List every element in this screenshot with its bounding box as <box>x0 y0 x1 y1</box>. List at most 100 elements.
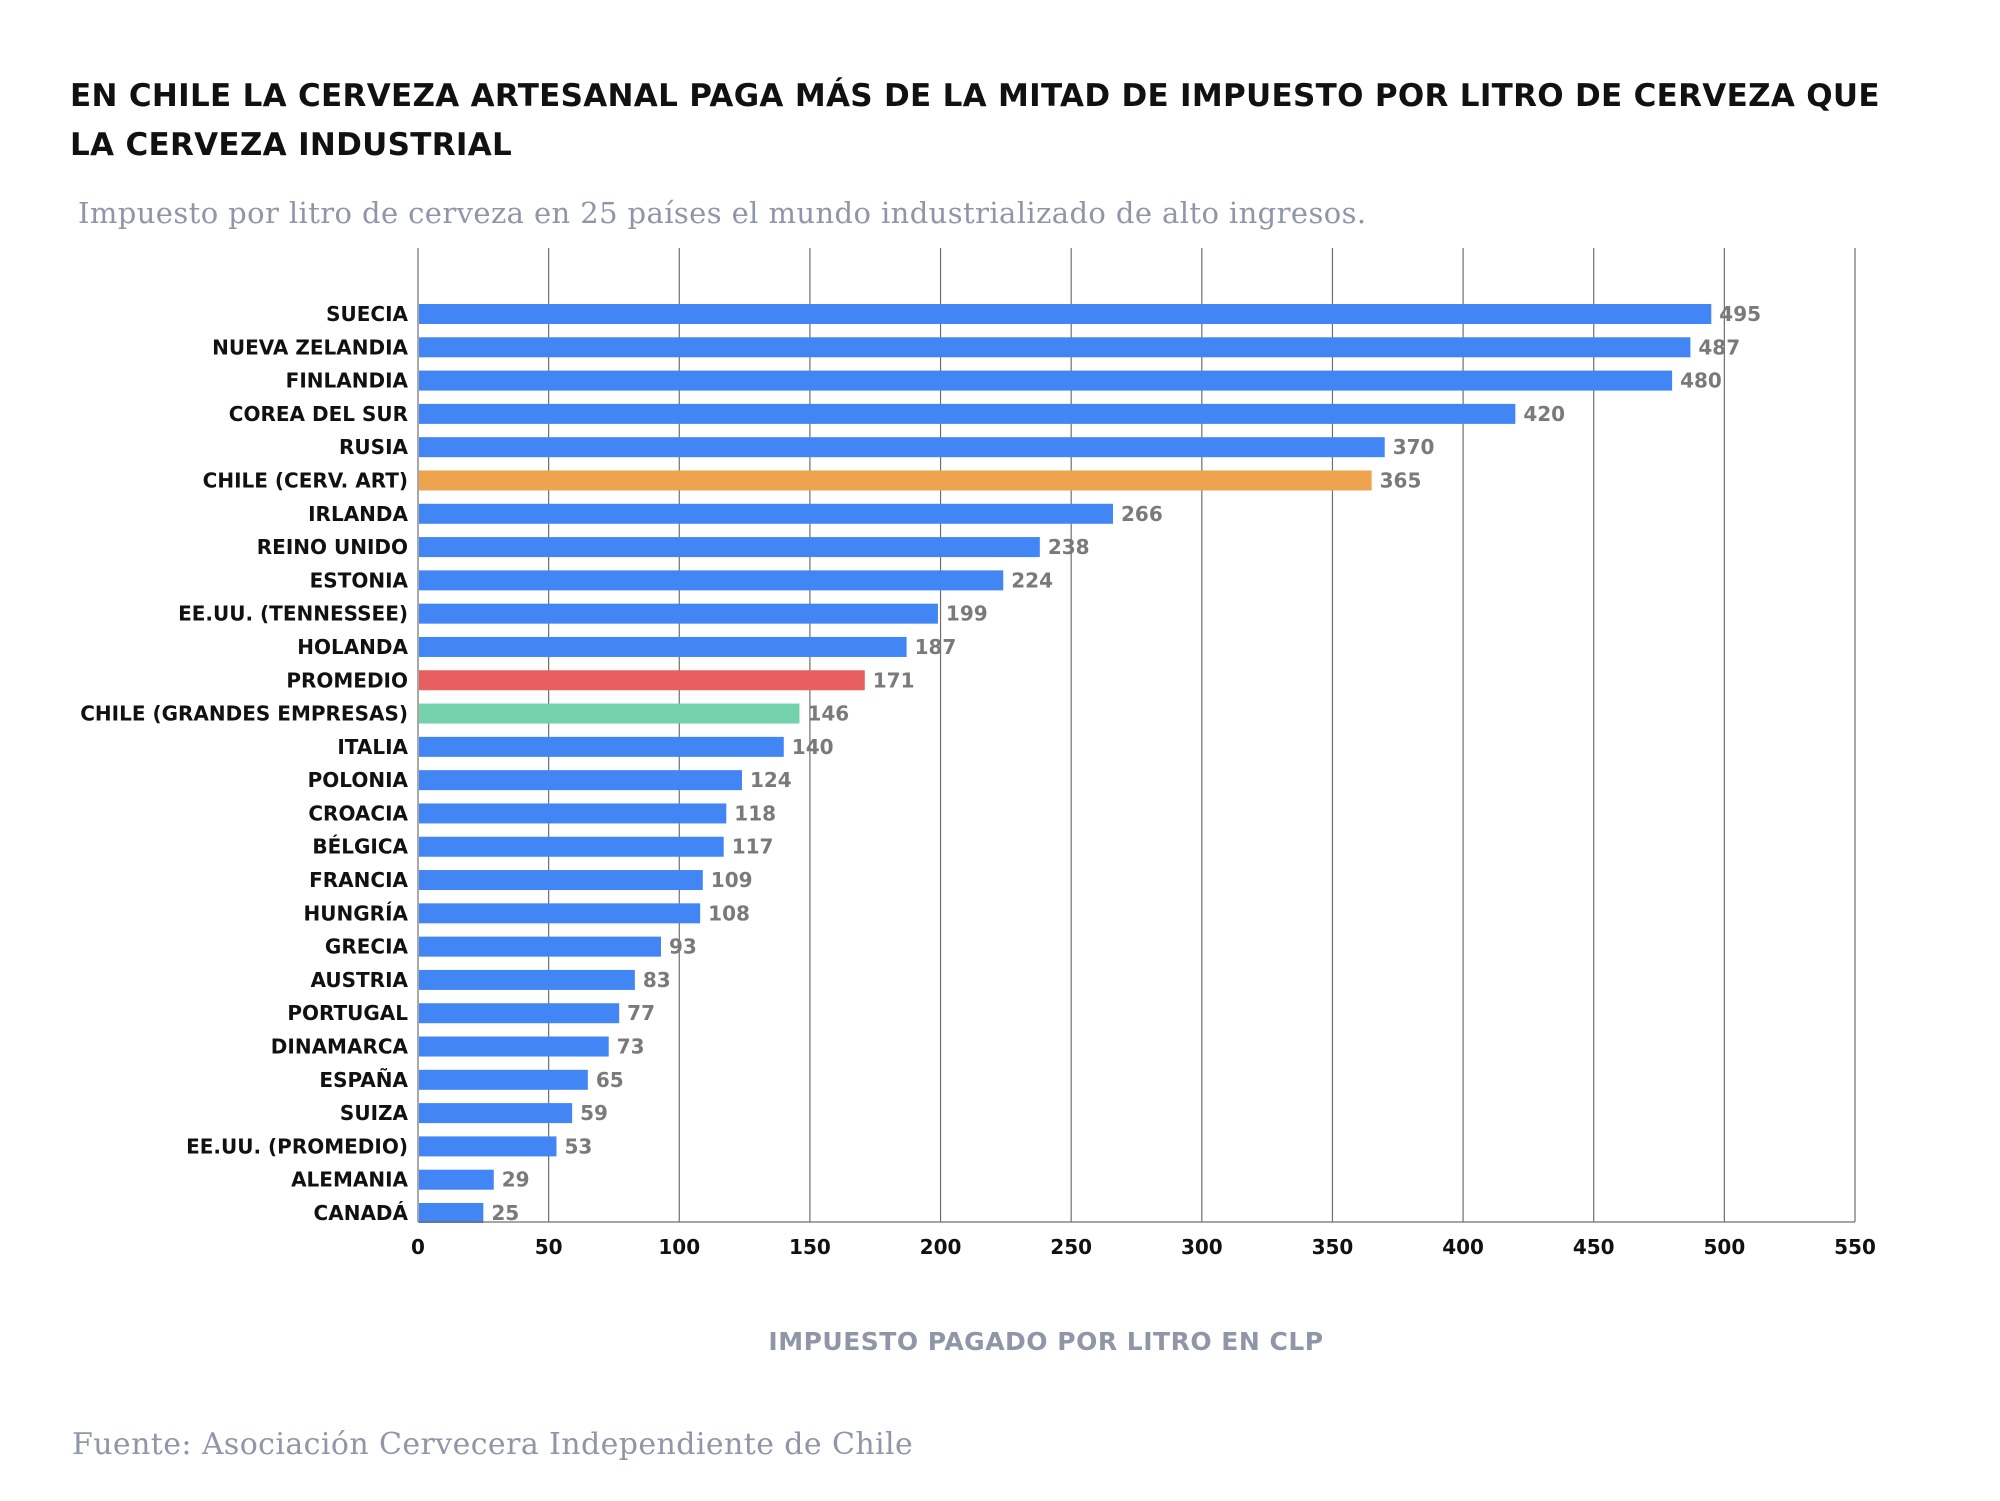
value-label: 171 <box>873 668 915 692</box>
category-label: CHILE (CERV. ART) <box>203 468 408 492</box>
category-label: CROACIA <box>308 801 408 825</box>
bar <box>419 1136 557 1157</box>
x-tick-label: 450 <box>1573 1235 1615 1259</box>
category-label: REINO UNIDO <box>257 535 408 559</box>
bar <box>419 903 701 924</box>
category-label: EE.UU. (PROMEDIO) <box>186 1134 408 1158</box>
bar <box>419 570 1004 591</box>
value-label: 140 <box>792 735 834 759</box>
bar <box>419 703 800 724</box>
bar <box>419 470 1372 491</box>
bar <box>419 969 635 990</box>
value-label: 118 <box>734 801 776 825</box>
category-label: EE.UU. (TENNESSEE) <box>178 602 408 626</box>
value-label: 83 <box>643 968 671 992</box>
bar <box>419 736 784 757</box>
value-label: 365 <box>1380 468 1422 492</box>
bar <box>419 337 1691 358</box>
bar <box>419 1203 484 1223</box>
value-label: 124 <box>750 768 792 792</box>
value-label: 487 <box>1698 335 1740 359</box>
bar <box>419 437 1385 458</box>
bar <box>419 670 865 691</box>
value-label: 117 <box>732 835 774 859</box>
bars <box>419 304 1712 1223</box>
bar <box>419 1003 620 1024</box>
value-label: 109 <box>711 868 753 892</box>
x-tick-label: 50 <box>535 1235 563 1259</box>
bar <box>419 870 703 891</box>
value-label: 495 <box>1719 302 1761 326</box>
category-label: FRANCIA <box>309 868 408 892</box>
chart-title: EN CHILE LA CERVEZA ARTESANAL PAGA MÁS D… <box>70 78 1880 163</box>
value-label: 480 <box>1680 369 1722 393</box>
chart-subtitle: Impuesto por litro de cerveza en 25 país… <box>78 196 1367 230</box>
bar <box>419 503 1113 524</box>
category-label: COREA DEL SUR <box>229 402 408 426</box>
category-label: CHILE (GRANDES EMPRESAS) <box>80 702 408 726</box>
bar <box>419 1069 588 1090</box>
value-label: 146 <box>807 702 849 726</box>
x-tick-label: 150 <box>789 1235 831 1259</box>
value-label: 65 <box>596 1068 624 1092</box>
category-label: IRLANDA <box>308 502 408 526</box>
category-label: RUSIA <box>339 435 408 459</box>
x-tick-label: 550 <box>1834 1235 1876 1259</box>
value-label: 29 <box>502 1168 530 1192</box>
bar <box>419 936 661 957</box>
bar <box>419 1103 573 1124</box>
bar <box>419 537 1040 558</box>
category-label: SUIZA <box>340 1101 409 1125</box>
category-label: POLONIA <box>308 768 409 792</box>
category-label: ITALIA <box>337 735 408 759</box>
value-label: 199 <box>946 602 988 626</box>
category-label: FINLANDIA <box>286 369 409 393</box>
value-label: 25 <box>491 1201 519 1225</box>
x-tick-label: 250 <box>1050 1235 1092 1259</box>
category-label: HOLANDA <box>297 635 408 659</box>
x-tick-label: 100 <box>658 1235 700 1259</box>
bar <box>419 370 1673 391</box>
bar <box>419 1169 494 1190</box>
value-label: 53 <box>564 1134 592 1158</box>
value-label: 224 <box>1011 568 1053 592</box>
category-label: PORTUGAL <box>287 1001 408 1025</box>
value-label: 420 <box>1523 402 1565 426</box>
bar <box>419 636 907 657</box>
category-label: CANADÁ <box>314 1201 409 1225</box>
category-label: GRECIA <box>325 935 409 959</box>
value-label: 77 <box>627 1001 655 1025</box>
value-label: 93 <box>669 935 697 959</box>
value-label: 238 <box>1048 535 1090 559</box>
x-axis-title: IMPUESTO PAGADO POR LITRO EN CLP <box>768 1327 1323 1356</box>
category-label: AUSTRIA <box>311 968 409 992</box>
grid-lines <box>548 248 1856 1222</box>
axes <box>417 248 1855 1223</box>
value-label: 266 <box>1121 502 1163 526</box>
value-label: 108 <box>708 901 750 925</box>
category-label: DINAMARCA <box>271 1035 409 1059</box>
category-label: SUECIA <box>326 302 408 326</box>
x-tick-label: 400 <box>1442 1235 1484 1259</box>
value-label: 73 <box>617 1035 645 1059</box>
x-tick-label: 300 <box>1181 1235 1223 1259</box>
x-tick-label: 200 <box>920 1235 962 1259</box>
bar <box>419 770 742 791</box>
x-tick-label: 0 <box>411 1235 425 1259</box>
value-label: 187 <box>915 635 957 659</box>
value-label: 59 <box>580 1101 608 1125</box>
category-label: NUEVA ZELANDIA <box>212 335 408 359</box>
category-label: ESTONIA <box>310 568 409 592</box>
category-label: ESPAÑA <box>319 1068 408 1092</box>
bar <box>419 603 938 624</box>
bar <box>419 836 724 857</box>
x-tick-label: 350 <box>1312 1235 1354 1259</box>
labels: 0 50 100 150 200 250 300 350 400 450 500 550 SUECIA 4… <box>80 302 1876 1259</box>
bar <box>419 304 1712 324</box>
source-note: Fuente: Asociación Cervecera Independien… <box>72 1427 914 1462</box>
x-tick-label: 500 <box>1703 1235 1745 1259</box>
value-label: 370 <box>1393 435 1435 459</box>
category-label: BÉLGICA <box>312 835 408 859</box>
category-label: ALEMANIA <box>291 1168 408 1192</box>
